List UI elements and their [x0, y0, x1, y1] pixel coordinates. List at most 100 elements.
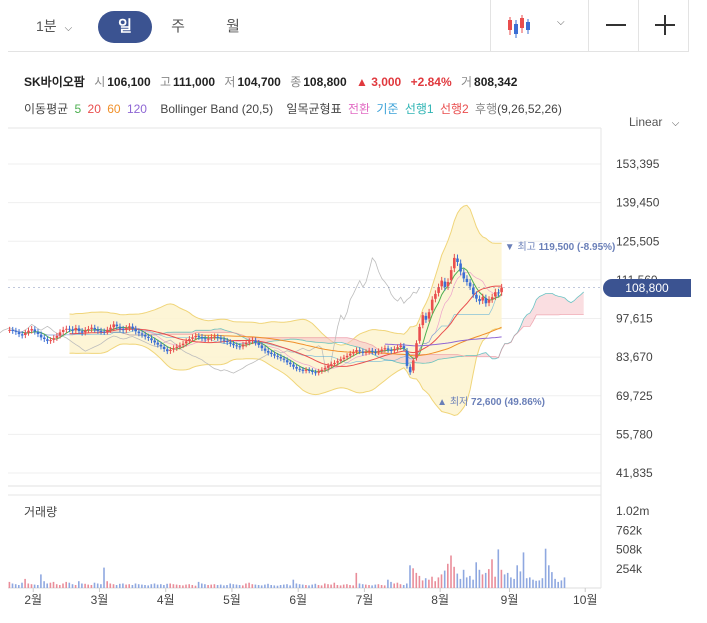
volume-bar — [548, 565, 550, 588]
ma-120-line — [384, 336, 502, 347]
candle-body — [396, 347, 399, 349]
volume-bar — [390, 581, 392, 588]
candle-body — [222, 339, 226, 341]
candle-body — [317, 371, 320, 373]
candle-body — [257, 343, 261, 345]
volume-bar — [112, 584, 115, 588]
candle-body — [188, 339, 191, 341]
volume-bar — [229, 583, 231, 588]
volume-bar — [147, 585, 149, 588]
interval-select[interactable]: 1분 ⌵ — [36, 16, 72, 36]
candle-body — [311, 370, 314, 372]
volume-bar — [292, 579, 295, 588]
volume-bar — [156, 584, 159, 588]
candle-body — [336, 361, 339, 363]
volume-bar — [172, 584, 175, 588]
candle-body — [374, 351, 377, 353]
candle-body — [468, 282, 472, 287]
ichimoku-lagging: 후행 — [475, 102, 498, 116]
volume-bar — [443, 570, 446, 588]
chevron-down-icon: ⌵ — [671, 118, 680, 129]
volume-bar — [519, 571, 522, 588]
y-tick-label: 139,450 — [616, 196, 660, 210]
candle-body — [232, 344, 235, 346]
candle-body — [244, 342, 248, 345]
volume-bar — [295, 583, 298, 588]
ma-label[interactable]: 이동평균 — [24, 102, 69, 116]
ma-20: 20 — [87, 102, 101, 116]
zoom-out-button[interactable] — [606, 24, 626, 26]
candle-body — [197, 336, 201, 338]
tab-week[interactable]: 주 — [171, 18, 185, 35]
close-price: 108,800 — [303, 75, 347, 89]
tab-day[interactable]: 일 — [98, 11, 152, 43]
high-price: 111,000 — [173, 75, 216, 89]
candle-body — [219, 338, 223, 340]
candle-body — [118, 326, 122, 329]
volume-bar — [18, 585, 20, 588]
volume-bar — [437, 577, 440, 588]
volume-bar — [469, 575, 471, 588]
volume-bar — [371, 585, 373, 588]
candle-body — [339, 359, 343, 361]
candle-body — [121, 329, 125, 331]
scale-mode-label: Linear — [629, 115, 663, 129]
candle-body — [484, 298, 488, 304]
volume-bar — [52, 581, 55, 588]
candle-body — [295, 367, 298, 369]
volume-bar — [380, 585, 383, 588]
candle-body — [289, 362, 292, 365]
candle-body — [279, 357, 283, 359]
volume-bar — [273, 585, 276, 588]
ichimoku-label[interactable]: 일목균형표 — [286, 102, 342, 116]
candle-body — [225, 340, 229, 343]
volume-bar — [365, 584, 367, 588]
candle-body — [481, 297, 484, 301]
tab-month[interactable]: 월 — [226, 18, 240, 35]
candle-body — [472, 287, 475, 295]
candle-body — [178, 345, 182, 347]
chart-type-chevron-icon[interactable]: ⌵ — [557, 17, 565, 28]
volume-title: 거래량 — [24, 505, 58, 519]
volume-bar — [78, 581, 80, 588]
volume-bar — [182, 585, 184, 588]
candle-body — [166, 349, 169, 352]
volume-bar — [440, 574, 443, 588]
scale-mode-select[interactable]: Linear ⌵ — [629, 115, 679, 129]
volume-bar — [525, 578, 528, 588]
candle-body — [207, 338, 210, 340]
candle-body — [93, 327, 96, 330]
volume-bar — [251, 584, 254, 588]
volume-bar — [33, 584, 36, 588]
candle-body — [276, 355, 279, 357]
volume-bar — [406, 583, 408, 588]
zoom-in-button[interactable] — [655, 15, 675, 35]
volume-bar — [563, 577, 566, 588]
candle-body — [61, 329, 65, 332]
candle-body — [418, 326, 421, 341]
candle-body — [371, 350, 374, 352]
candle-body — [389, 350, 393, 351]
candlestick-icon[interactable] — [507, 14, 531, 38]
volume-bar — [399, 584, 402, 588]
y-tick-label: 125,505 — [616, 234, 660, 248]
candle-body — [465, 278, 469, 282]
volume-bar — [106, 581, 108, 588]
candle-body — [412, 360, 415, 371]
volume-bar — [8, 581, 11, 588]
volume-bar — [349, 585, 351, 588]
candle-body — [434, 293, 437, 299]
bollinger-label[interactable]: Bollinger Band (20,5) — [160, 102, 274, 116]
x-tick-label: 9월 — [501, 593, 519, 607]
candle-body — [27, 330, 30, 333]
candle-body — [251, 340, 254, 342]
volume-bar — [71, 584, 74, 588]
candle-body — [46, 339, 49, 341]
volume-bar — [257, 585, 260, 588]
stock-name: SK바이오팜 — [24, 75, 85, 89]
volume-bar — [472, 579, 474, 588]
volume-bar — [68, 582, 71, 588]
max-price-label: ▼ 최고 119,500 (-8.95%) — [505, 241, 616, 253]
candle-body — [84, 330, 87, 333]
